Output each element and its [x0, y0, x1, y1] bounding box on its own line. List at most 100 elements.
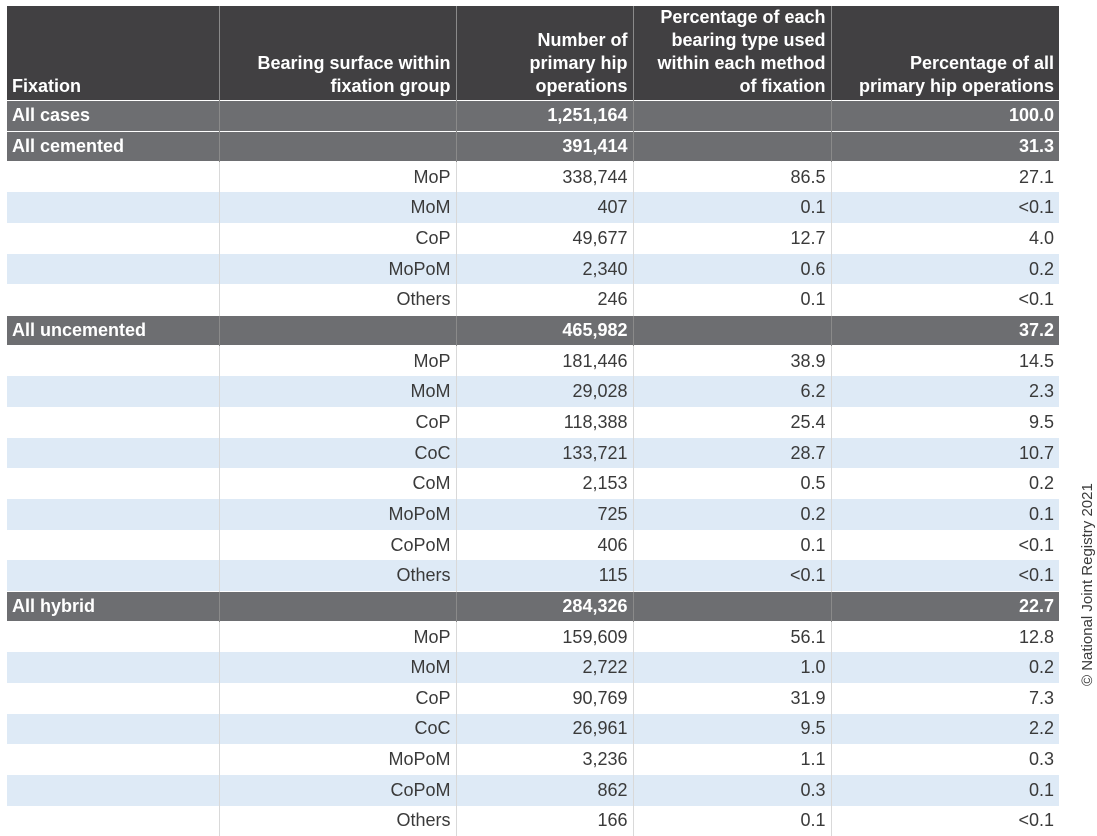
- percentage-all-cell: 7.3: [831, 683, 1059, 714]
- bearing-surface-cell: MoM: [219, 192, 456, 223]
- bearing-surface-cell: MoPoM: [219, 254, 456, 285]
- bearing-surface-cell: MoP: [219, 162, 456, 193]
- percentage-within-cell: 12.7: [633, 223, 831, 254]
- bearing-surface-cell: MoM: [219, 376, 456, 407]
- percentage-all-cell: <0.1: [831, 806, 1059, 836]
- header-line: operations: [535, 76, 627, 96]
- percentage-within-cell: [633, 131, 831, 162]
- fixation-cell: All hybrid: [7, 591, 219, 622]
- operations-count-cell: 406: [456, 530, 633, 561]
- hip-fixation-table: Fixation Bearing surface within fixation…: [7, 6, 1059, 836]
- percentage-within-cell: 0.5: [633, 468, 831, 499]
- bearing-surface-cell: MoPoM: [219, 744, 456, 775]
- operations-count-cell: 29,028: [456, 376, 633, 407]
- operations-count-cell: 133,721: [456, 438, 633, 469]
- fixation-cell: [7, 499, 219, 530]
- fixation-cell: All cemented: [7, 131, 219, 162]
- percentage-all-cell: 9.5: [831, 407, 1059, 438]
- percentage-within-cell: [633, 101, 831, 132]
- bearing-surface-cell: MoP: [219, 346, 456, 377]
- header-line: within each method: [657, 53, 825, 73]
- percentage-within-cell: 1.0: [633, 652, 831, 683]
- percentage-all-cell: 100.0: [831, 101, 1059, 132]
- percentage-all-cell: 31.3: [831, 131, 1059, 162]
- percentage-within-cell: 0.1: [633, 806, 831, 836]
- percentage-within-cell: [633, 315, 831, 346]
- fixation-cell: [7, 806, 219, 836]
- percentage-all-cell: 14.5: [831, 346, 1059, 377]
- operations-count-cell: 2,340: [456, 254, 633, 285]
- percentage-within-cell: 0.1: [633, 530, 831, 561]
- header-bearing-surface: Bearing surface within fixation group: [219, 6, 456, 101]
- bearing-surface-cell: CoC: [219, 714, 456, 745]
- percentage-all-cell: 0.2: [831, 652, 1059, 683]
- bearing-surface-cell: MoM: [219, 652, 456, 683]
- operations-count-cell: 90,769: [456, 683, 633, 714]
- percentage-within-cell: 28.7: [633, 438, 831, 469]
- fixation-cell: [7, 162, 219, 193]
- operations-count-cell: 26,961: [456, 714, 633, 745]
- bearing-surface-cell: [219, 315, 456, 346]
- fixation-cell: [7, 530, 219, 561]
- group-row: All cemented 391,414 31.3: [7, 131, 1059, 162]
- fixation-cell: [7, 438, 219, 469]
- percentage-within-cell: 1.1: [633, 744, 831, 775]
- operations-count-cell: 2,153: [456, 468, 633, 499]
- percentage-all-cell: <0.1: [831, 192, 1059, 223]
- header-percentage-of-all: Percentage of all primary hip operations: [831, 6, 1059, 101]
- fixation-cell: [7, 376, 219, 407]
- percentage-all-cell: 12.8: [831, 622, 1059, 653]
- header-line: Percentage of all: [910, 53, 1054, 73]
- percentage-all-cell: <0.1: [831, 284, 1059, 315]
- fixation-cell: [7, 622, 219, 653]
- operations-count-cell: 391,414: [456, 131, 633, 162]
- percentage-within-cell: [633, 591, 831, 622]
- fixation-cell: All uncemented: [7, 315, 219, 346]
- percentage-within-cell: 0.6: [633, 254, 831, 285]
- copyright-notice: © National Joint Registry 2021: [1079, 483, 1096, 686]
- percentage-all-cell: 0.1: [831, 499, 1059, 530]
- operations-count-cell: 725: [456, 499, 633, 530]
- operations-count-cell: 166: [456, 806, 633, 836]
- fixation-cell: [7, 744, 219, 775]
- percentage-within-cell: 86.5: [633, 162, 831, 193]
- percentage-all-cell: 0.1: [831, 775, 1059, 806]
- percentage-all-cell: 10.7: [831, 438, 1059, 469]
- bearing-surface-cell: [219, 591, 456, 622]
- percentage-within-cell: 0.1: [633, 192, 831, 223]
- percentage-within-cell: 6.2: [633, 376, 831, 407]
- header-line: bearing type used: [671, 30, 825, 50]
- bearing-surface-cell: CoP: [219, 407, 456, 438]
- percentage-within-cell: 56.1: [633, 622, 831, 653]
- percentage-within-cell: 0.1: [633, 284, 831, 315]
- percentage-within-cell: 38.9: [633, 346, 831, 377]
- bearing-surface-cell: MoP: [219, 622, 456, 653]
- operations-count-cell: 159,609: [456, 622, 633, 653]
- operations-count-cell: 407: [456, 192, 633, 223]
- operations-count-cell: 118,388: [456, 407, 633, 438]
- percentage-all-cell: 27.1: [831, 162, 1059, 193]
- fixation-cell: [7, 346, 219, 377]
- percentage-all-cell: 0.2: [831, 254, 1059, 285]
- operations-count-cell: 3,236: [456, 744, 633, 775]
- percentage-all-cell: 4.0: [831, 223, 1059, 254]
- header-line: of fixation: [740, 76, 826, 96]
- header-line: Percentage of each: [660, 7, 825, 27]
- header-number-of-operations: Number of primary hip operations: [456, 6, 633, 101]
- percentage-all-cell: <0.1: [831, 560, 1059, 591]
